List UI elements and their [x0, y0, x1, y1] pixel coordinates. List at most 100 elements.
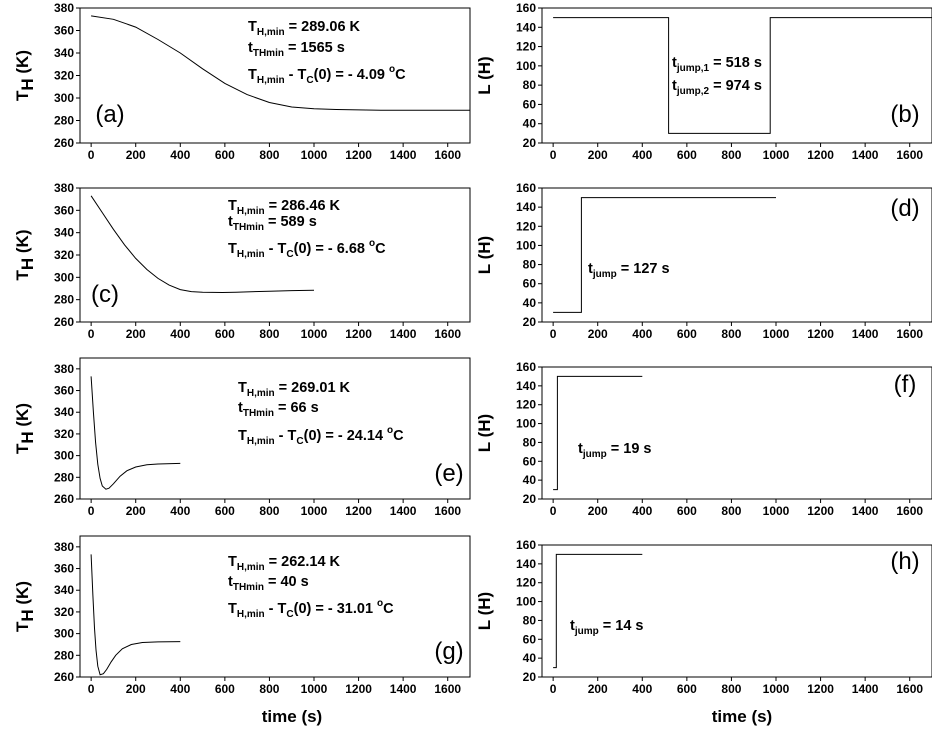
y-tick-label: 260	[54, 136, 74, 150]
series-line-d	[553, 197, 776, 313]
annotation-main: T	[228, 198, 237, 214]
annotation-main: T	[228, 241, 237, 257]
y-tick-label: 360	[54, 384, 74, 398]
annotation-sub: H,min	[257, 75, 285, 86]
annotation-line: tjump = 19 s	[578, 441, 651, 460]
annotation-text: = 518 s	[709, 55, 762, 71]
x-tick-label: 800	[259, 682, 279, 696]
panel-label: (d)	[890, 195, 919, 222]
y-axis-label: L (H)	[475, 236, 494, 274]
x-tick-label: 1600	[434, 682, 461, 696]
x-tick-label: 1600	[896, 504, 923, 518]
annotation-sup: o	[377, 598, 383, 609]
y-tick-label: 40	[523, 473, 537, 487]
y-tick-label: 380	[54, 1, 74, 15]
annotation-line: TH,min - TC(0) = - 31.01 oC	[228, 598, 394, 620]
x-tick-label: 400	[632, 327, 652, 341]
x-tick-label: 1000	[301, 327, 328, 341]
y-tick-label: 360	[54, 203, 74, 217]
plot-frame-h	[541, 544, 932, 678]
y-tick-label: 120	[516, 576, 536, 590]
annotation-line: TH,min = 286.46 K	[228, 198, 341, 217]
y-tick-label: 300	[54, 270, 74, 284]
x-tick-label: 400	[170, 327, 190, 341]
x-tick-label: 0	[88, 504, 95, 518]
series-line-b	[553, 17, 932, 134]
x-tick-label: 1200	[807, 148, 834, 162]
annotation-line: TH,min - TC(0) = - 24.14 oC	[238, 425, 404, 447]
annotation-sub: jump	[574, 626, 599, 637]
annotation-sub: THmin	[243, 408, 274, 419]
x-tick-label: 0	[550, 148, 557, 162]
annotation-line: TH,min = 289.06 K	[248, 19, 361, 38]
panel-label: (b)	[890, 101, 919, 128]
x-tick-label: 1200	[807, 504, 834, 518]
annotation-main: T	[228, 601, 237, 617]
series-line-f	[553, 375, 643, 491]
y-tick-label: 160	[516, 181, 536, 195]
x-tick-label: 1600	[434, 148, 461, 162]
x-tick-label: 800	[259, 148, 279, 162]
x-tick-label: 0	[88, 327, 95, 341]
annotation-sub: H,min	[237, 206, 265, 217]
y-axis-label: L (H)	[475, 592, 494, 630]
y-axis-label: L (H)	[475, 414, 494, 452]
x-tick-label: 1600	[896, 327, 923, 341]
panel-d: 0 200 400 600 800 1000 1200 1400 1600 20 40 60 80 100…	[475, 181, 932, 341]
x-tick-label: 1200	[345, 327, 372, 341]
y-axis-label-main: L	[475, 264, 494, 274]
y-axis-label-main: L	[475, 620, 494, 630]
annotation-sub: H,min	[247, 388, 275, 399]
series-line-a	[91, 15, 470, 111]
y-tick-label: 360	[54, 24, 74, 38]
annotation-text: C	[393, 428, 404, 444]
y-axis-label: TH (K)	[13, 403, 37, 454]
y-axis-label-unit: (H)	[475, 56, 494, 84]
y-tick-label: 140	[516, 557, 536, 571]
y-tick-label: 260	[54, 670, 74, 684]
y-tick-label: 100	[516, 238, 536, 252]
y-axis-label: L (H)	[475, 56, 494, 94]
y-tick-label: 100	[516, 417, 536, 431]
y-axis-label-unit: (H)	[475, 236, 494, 264]
y-tick-label: 280	[54, 470, 74, 484]
y-tick-label: 80	[523, 613, 537, 627]
y-axis-label-main: T	[13, 443, 32, 454]
panel-label: (h)	[890, 548, 919, 575]
annotation-text: C	[383, 601, 394, 617]
y-tick-label: 340	[54, 405, 74, 419]
x-axis-label-right: time (s)	[712, 707, 772, 726]
x-tick-label: 400	[632, 682, 652, 696]
annotation-main: t	[228, 574, 233, 590]
annotation-sup: o	[369, 238, 375, 249]
x-tick-label: 800	[259, 504, 279, 518]
x-tick-label: 200	[126, 504, 146, 518]
y-tick-label: 320	[54, 69, 74, 83]
y-axis-label-sub: H	[18, 609, 37, 621]
y-tick-label: 340	[54, 46, 74, 60]
y-tick-label: 40	[523, 296, 537, 310]
x-tick-label: 0	[88, 148, 95, 162]
annotation-text: C	[375, 241, 386, 257]
annotation-text: - T	[265, 241, 287, 257]
y-tick-label: 20	[523, 315, 537, 329]
annotation-text: = 14 s	[599, 618, 644, 634]
y-axis-label: TH (K)	[13, 230, 37, 281]
x-tick-label: 1400	[852, 327, 879, 341]
annotation-main: T	[238, 380, 247, 396]
y-tick-label: 260	[54, 315, 74, 329]
annotation-text: (0) = - 6.68	[294, 241, 369, 257]
x-tick-label: 1400	[852, 148, 879, 162]
annotation-sub: H,min	[237, 609, 265, 620]
annotation-main: t	[570, 618, 575, 634]
y-tick-label: 360	[54, 562, 74, 576]
x-tick-label: 400	[632, 504, 652, 518]
annotation-sub: C	[286, 609, 293, 620]
x-tick-label: 600	[677, 504, 697, 518]
annotation-main: T	[248, 19, 257, 35]
plot-frame-g	[79, 535, 471, 678]
panel-label: (g)	[434, 638, 463, 665]
y-axis-label-sub: H	[18, 258, 37, 270]
annotation-line: TH,min = 269.01 K	[238, 380, 351, 399]
panel-h: 0 200 400 600 800 1000 1200 1400 1600 20 40 60 80 100…	[475, 538, 932, 696]
